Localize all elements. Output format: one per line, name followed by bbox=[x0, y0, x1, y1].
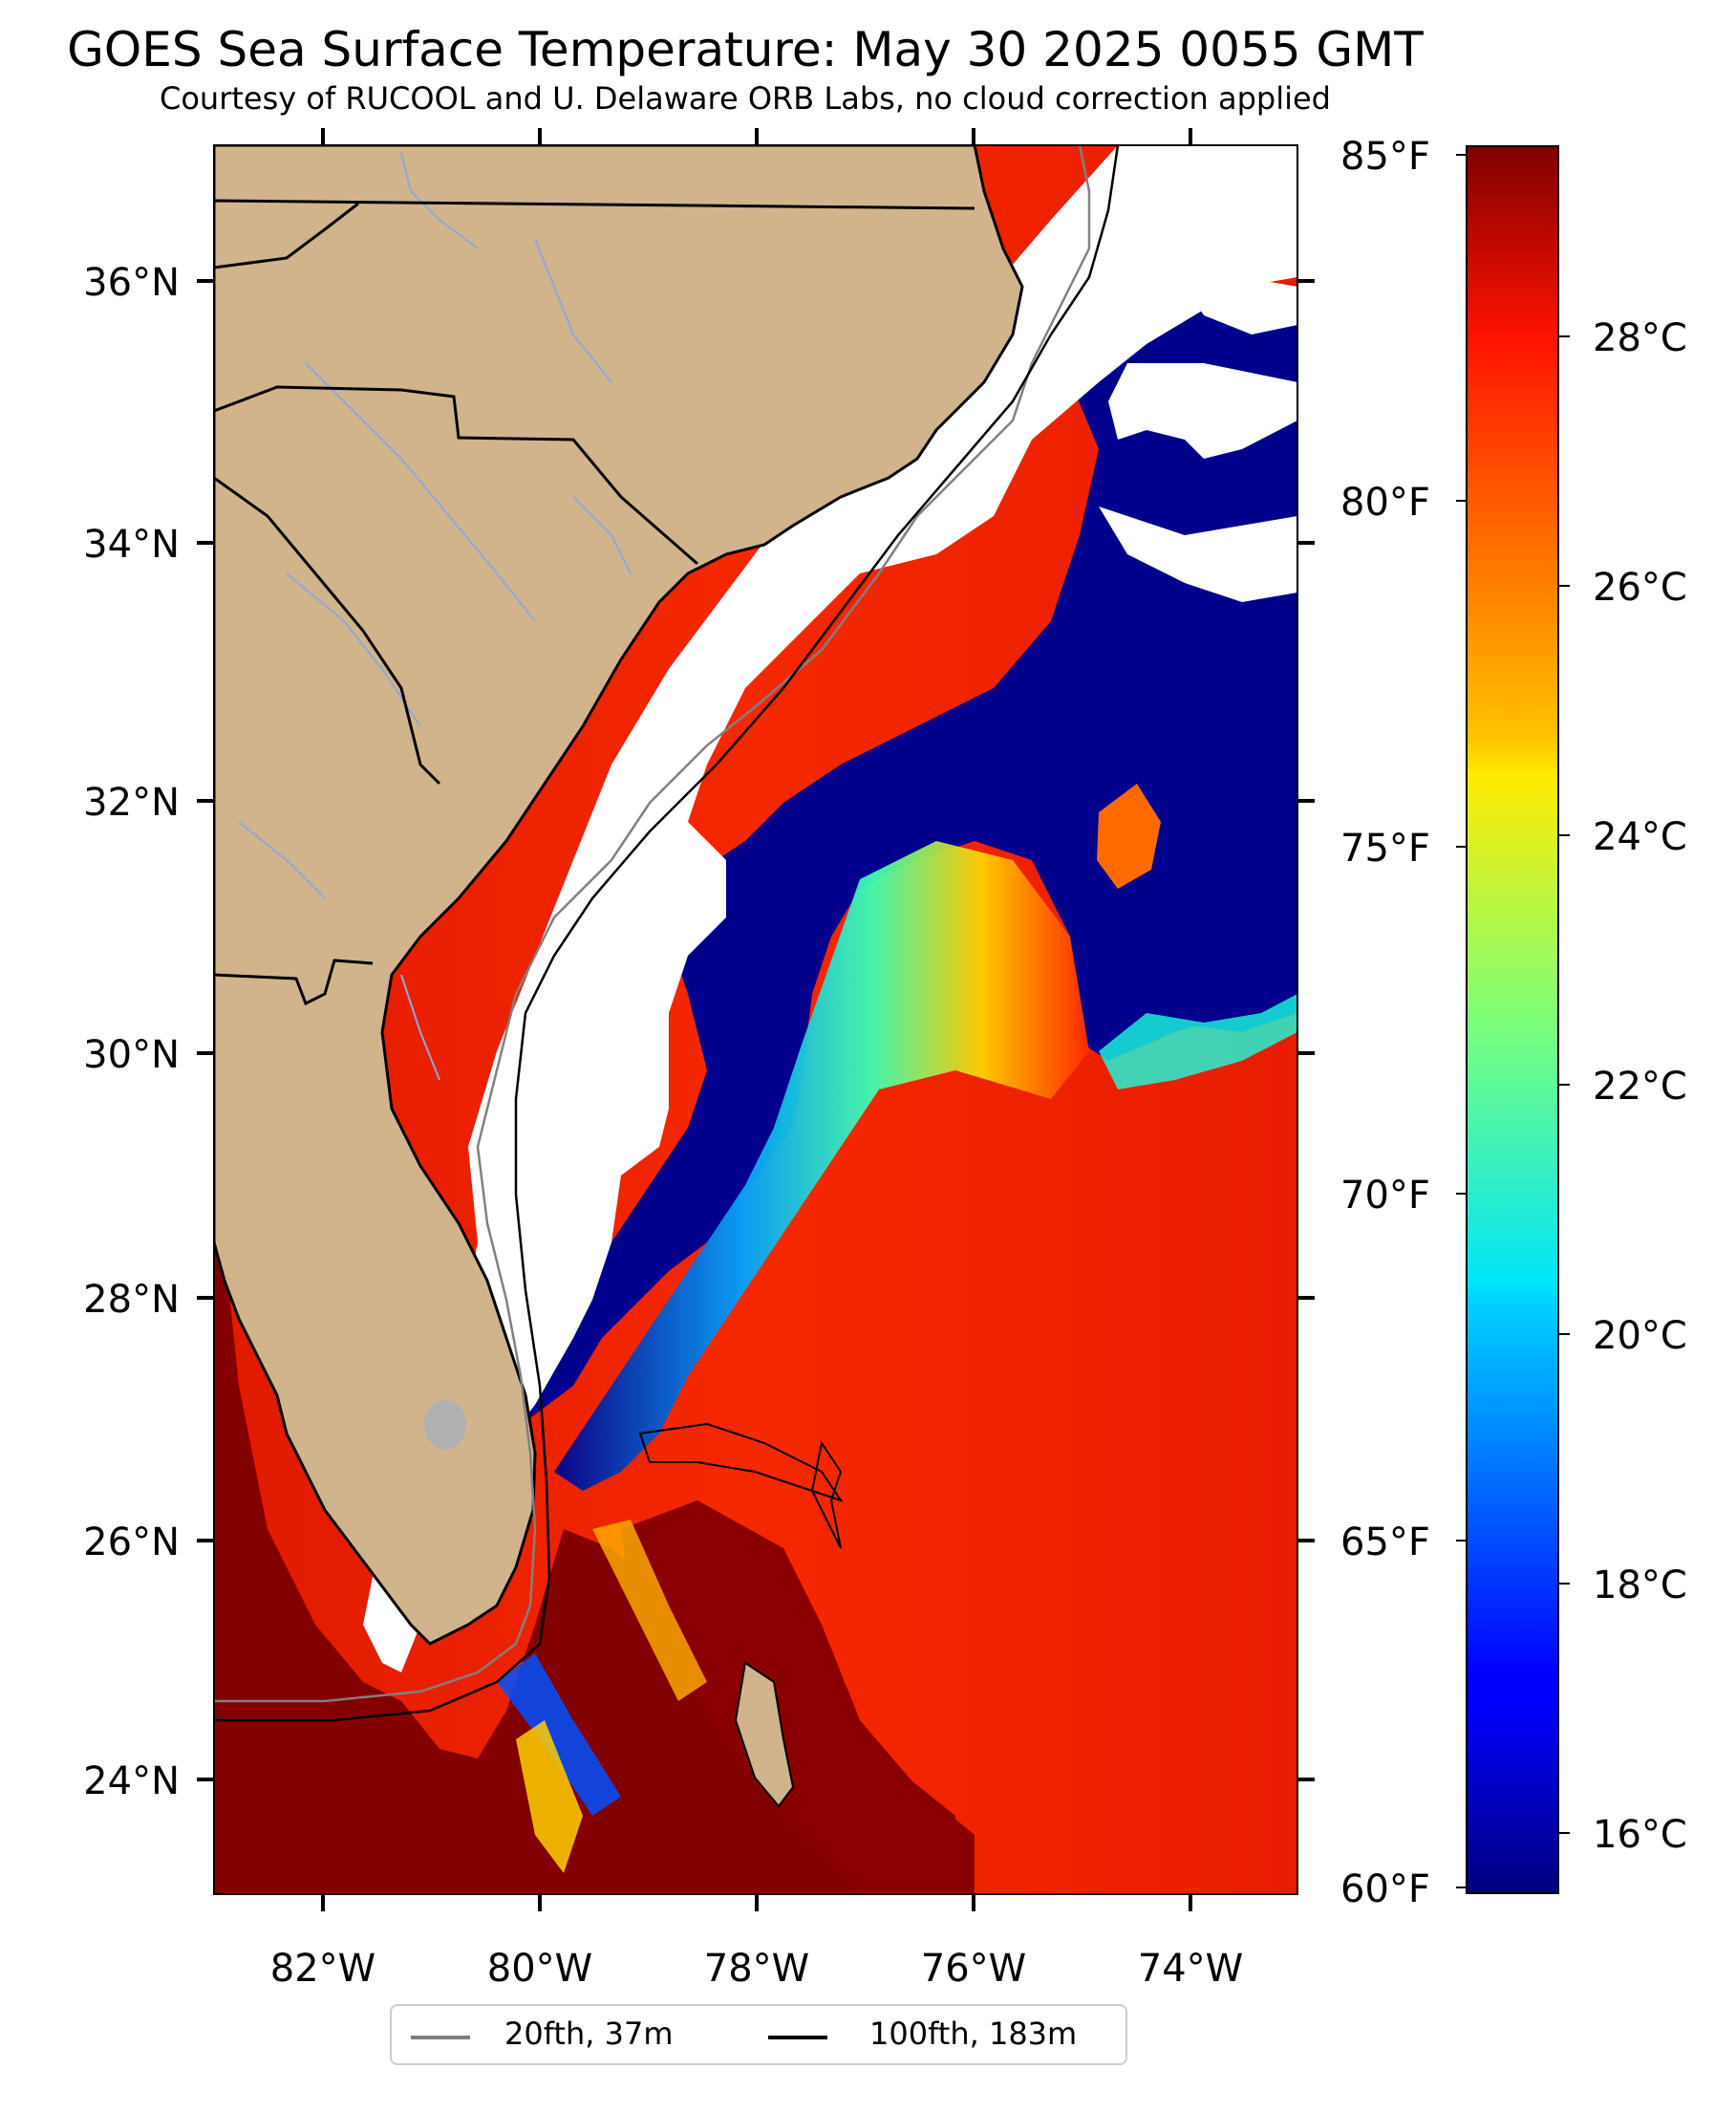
map-plot-area bbox=[214, 145, 1297, 1894]
rivers bbox=[238, 152, 632, 1081]
cloud-gap-3 bbox=[1232, 151, 1297, 220]
map-title: GOES Sea Surface Temperature: May 30 202… bbox=[67, 22, 1424, 77]
lon-label-80w: 80°W bbox=[486, 1947, 593, 1991]
lon-label-82w: 82°W bbox=[269, 1947, 376, 1991]
colorbar-label-16c: 16°C bbox=[1593, 1813, 1687, 1857]
colorbar-label-80f: 80°F bbox=[1340, 481, 1430, 525]
lat-label-28n: 28°N bbox=[83, 1278, 180, 1322]
lat-label-34n: 34°N bbox=[83, 523, 180, 567]
lat-label-24n: 24°N bbox=[83, 1759, 180, 1803]
lat-label-32n: 32°N bbox=[83, 781, 180, 825]
colorbar-label-20c: 20°C bbox=[1593, 1314, 1687, 1358]
state-borders bbox=[214, 199, 975, 1006]
lat-label-36n: 36°N bbox=[83, 261, 180, 305]
lake-okeechobee bbox=[424, 1400, 466, 1450]
colorbar-label-22c: 22°C bbox=[1593, 1065, 1687, 1109]
lat-label-26n: 26°N bbox=[83, 1520, 180, 1564]
warm-patch-east bbox=[1097, 784, 1161, 889]
map-subtitle: Courtesy of RUCOOL and U. Delaware ORB L… bbox=[160, 80, 1331, 117]
colorbar-label-60f: 60°F bbox=[1340, 1867, 1430, 1911]
colorbar-label-26c: 26°C bbox=[1593, 566, 1687, 610]
colorbar-label-75f: 75°F bbox=[1340, 827, 1430, 871]
thermal-front bbox=[554, 841, 1089, 1491]
gulf-stream-yellow-streak bbox=[592, 1520, 707, 1701]
bahamas-island-andros bbox=[734, 1661, 795, 1808]
florida-straits-cold-streak bbox=[497, 1653, 621, 1816]
bahamas-bank bbox=[621, 1500, 975, 1894]
isobath-legend: 20fth, 37m 100fth, 183m bbox=[390, 2004, 1127, 2065]
colorbar-label-18c: 18°C bbox=[1593, 1563, 1687, 1607]
colorbar-label-28c: 28°C bbox=[1593, 316, 1687, 360]
legend-line-20fth bbox=[411, 2036, 470, 2039]
isobath-100fth bbox=[214, 145, 1120, 1722]
lon-label-74w: 74°W bbox=[1137, 1947, 1244, 1991]
eddy-edge-east bbox=[1099, 994, 1297, 1089]
legend-label-20fth: 20fth, 37m bbox=[504, 2016, 674, 2052]
isobath-20fth bbox=[214, 145, 1091, 1703]
colorbar-label-70f: 70°F bbox=[1340, 1174, 1430, 1218]
bahamas-island-grand-bahama bbox=[638, 1422, 844, 1502]
colorbar-ticks bbox=[1456, 154, 1570, 1888]
cloud-gap-4 bbox=[1099, 507, 1297, 602]
colorbar bbox=[1466, 145, 1559, 1894]
legend-line-100fth bbox=[768, 2036, 827, 2039]
lat-label-30n: 30°N bbox=[83, 1033, 180, 1077]
bahamas-island-abaco bbox=[810, 1440, 843, 1549]
cool-water-region bbox=[478, 287, 1297, 1472]
map-tick-marks bbox=[197, 128, 1315, 1911]
cloud-gap-1 bbox=[1108, 363, 1297, 459]
us-land bbox=[214, 145, 1024, 1646]
lon-label-78w: 78°W bbox=[703, 1947, 810, 1991]
cloud-gap-2 bbox=[1185, 277, 1297, 334]
legend-label-100fth: 100fth, 183m bbox=[869, 2016, 1078, 2052]
lon-label-76w: 76°W bbox=[920, 1947, 1027, 1991]
colorbar-label-24c: 24°C bbox=[1593, 815, 1687, 859]
colorbar-label-85f: 85°F bbox=[1340, 135, 1430, 179]
colorbar-label-65f: 65°F bbox=[1340, 1520, 1430, 1564]
florida-straits-yellow-streak bbox=[516, 1720, 583, 1873]
